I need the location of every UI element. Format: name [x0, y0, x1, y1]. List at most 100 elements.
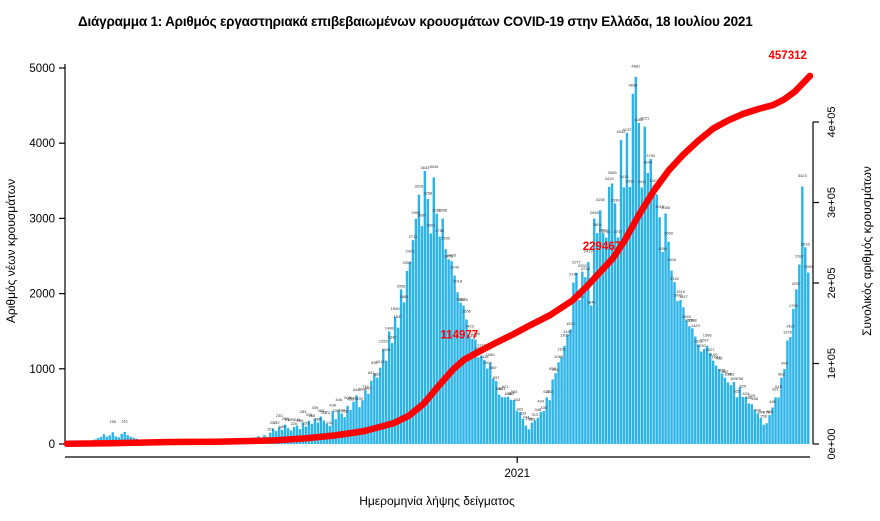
daily-cases-bar — [387, 331, 391, 444]
bar-value-label: 841 — [368, 370, 375, 375]
bar-value-label: 818 — [725, 371, 732, 376]
daily-cases-bar — [575, 272, 578, 444]
bar-value-label: 333 — [520, 410, 527, 415]
daily-cases-bar — [486, 368, 489, 444]
daily-cases-bar — [584, 277, 587, 444]
bar-value-label: 1267 — [700, 338, 710, 343]
daily-cases-bar — [120, 433, 123, 444]
daily-cases-bar — [688, 326, 691, 444]
daily-cases-bar — [521, 418, 525, 444]
daily-cases-bar — [426, 198, 430, 444]
daily-cases-bar — [798, 264, 801, 444]
bar-value-label: 622 — [734, 389, 741, 394]
daily-cases-bar — [569, 329, 572, 444]
daily-cases-bar — [777, 397, 780, 444]
bar-value-label: 1798 — [789, 303, 799, 308]
bar-value-label: 443 — [514, 397, 521, 402]
bar-value-label: 656 — [496, 386, 503, 391]
daily-cases-bar — [533, 420, 537, 444]
daily-cases-bar — [735, 397, 739, 444]
bar-value-label: 1109 — [709, 352, 718, 357]
daily-cases-bar — [643, 126, 647, 444]
bar-value-label: 583 — [511, 389, 518, 394]
bar-value-label: 2147 — [569, 272, 579, 277]
daily-cases-bar — [313, 418, 317, 444]
bar-value-label: 1151 — [557, 346, 566, 351]
bar-value-label: 339 — [312, 405, 319, 410]
bar-value-label: 3065 — [661, 205, 671, 210]
bar-value-label: 1690 — [391, 306, 401, 311]
daily-cases-bar — [367, 393, 370, 444]
daily-cases-bar — [465, 319, 468, 444]
daily-cases-bar — [408, 261, 412, 444]
bar-value-label: 233 — [303, 420, 310, 425]
bar-value-label: 2998 — [590, 210, 600, 215]
daily-cases-bar — [402, 302, 406, 444]
bar-value-label: 1882 — [456, 296, 466, 301]
bar-value-label: 2616 — [801, 241, 811, 246]
daily-cases-bar — [370, 380, 373, 444]
daily-cases-bar — [587, 262, 590, 444]
bar-value-label: 1388 — [471, 331, 481, 336]
bar-value-label: 1173 — [477, 342, 486, 347]
daily-cases-bar — [566, 335, 569, 444]
daily-cases-bar — [711, 360, 715, 444]
daily-cases-bar — [343, 417, 346, 444]
bar-value-label: 2306 — [667, 257, 677, 262]
daily-cases-bar — [729, 385, 733, 444]
bar-value-label: 3465 — [608, 170, 618, 175]
daily-cases-bar — [691, 328, 694, 444]
daily-cases-bar — [664, 213, 667, 444]
daily-cases-bar — [714, 365, 718, 444]
bar-value-label: 825 — [731, 376, 738, 381]
daily-cases-bar — [759, 418, 762, 444]
bar-value-label: 1884 — [400, 294, 410, 299]
bar-value-label: 1116 — [480, 354, 489, 359]
daily-cases-bar — [572, 282, 575, 444]
daily-cases-bar — [685, 320, 688, 444]
daily-cases-bar — [807, 272, 810, 444]
bar-value-label: 2802 — [599, 227, 609, 232]
bar-value-label: 385 — [766, 409, 773, 414]
bar-value-label: 406 — [754, 407, 761, 412]
bar-value-label: 258 — [282, 416, 289, 421]
daily-cases-bar — [756, 413, 759, 444]
daily-cases-bar — [295, 425, 299, 444]
bar-value-label: 1656 — [462, 308, 472, 313]
daily-cases-bar — [108, 435, 112, 444]
daily-cases-bar — [720, 373, 724, 444]
daily-cases-bar — [768, 415, 771, 444]
daily-cases-bar — [123, 431, 126, 444]
daily-cases-bar — [801, 186, 804, 444]
right-axis-tick-label: 4e+05 — [826, 107, 838, 138]
daily-cases-bar — [292, 427, 296, 444]
daily-cases-bar — [732, 381, 736, 444]
bar-value-label: 1423 — [465, 323, 475, 328]
bar-value-label: 1523 — [566, 321, 576, 326]
daily-cases-bar — [694, 336, 697, 444]
bar-value-label: 996 — [781, 361, 788, 366]
daily-cases-bar — [551, 379, 554, 444]
bar-value-label: 268 — [309, 413, 316, 418]
daily-cases-bar — [286, 428, 290, 444]
daily-cases-bar — [438, 236, 441, 444]
daily-cases-bar — [676, 301, 679, 444]
daily-cases-bar — [489, 362, 492, 444]
daily-cases-bar — [319, 416, 323, 444]
daily-cases-bar — [619, 140, 623, 444]
bar-value-label: 446 — [335, 397, 342, 402]
bar-value-label: 2057 — [792, 281, 802, 286]
bar-value-labels: 156 1611512031722301892582101792262461982… — [109, 63, 813, 431]
bar-value-label: 2745 — [602, 229, 612, 234]
daily-cases-bar — [625, 132, 629, 445]
daily-cases-bar — [497, 394, 501, 444]
daily-cases-bar — [604, 237, 608, 444]
daily-cases-bar — [126, 435, 129, 444]
daily-cases-bar — [789, 337, 792, 444]
bar-value-label: 3419 — [605, 176, 615, 181]
daily-cases-bar — [631, 93, 635, 445]
bar-value-label: 2590 — [441, 236, 451, 241]
daily-cases-bar — [471, 338, 474, 444]
